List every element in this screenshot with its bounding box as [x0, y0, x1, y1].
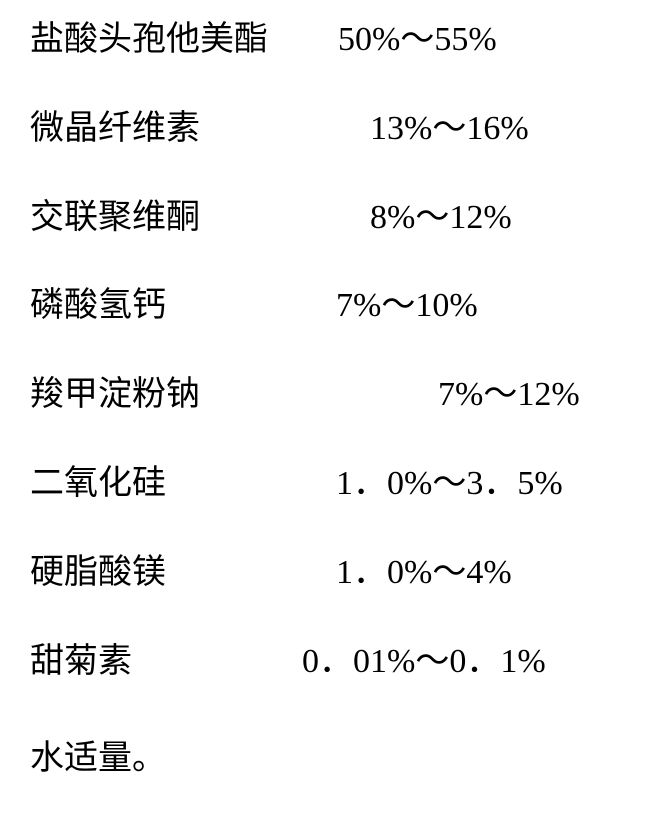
ingredient-label: 交联聚维酮 — [30, 198, 200, 239]
ingredient-value: 1．0%～4% — [336, 553, 512, 594]
ingredient-value: 0．01%～0．1% — [302, 642, 546, 683]
table-row: 二氧化硅 1．0%～3．5% — [30, 464, 642, 505]
ingredients-table: 盐酸头孢他美酯 50%～55% 微晶纤维素 13%～16% 交联聚维酮 8%～1… — [0, 0, 672, 799]
table-row: 盐酸头孢他美酯 50%～55% — [30, 20, 642, 61]
table-row: 磷酸氢钙 7%～10% — [30, 286, 642, 327]
ingredient-label: 微晶纤维素 — [30, 109, 200, 150]
ingredient-value: 8%～12% — [370, 198, 512, 239]
table-row: 微晶纤维素 13%～16% — [30, 109, 642, 150]
ingredient-value: 1．0%～3．5% — [336, 464, 563, 505]
table-row: 硬脂酸镁 1．0%～4% — [30, 553, 642, 594]
ingredient-label: 磷酸氢钙 — [30, 286, 166, 327]
ingredient-label: 羧甲淀粉钠 — [30, 375, 200, 416]
ingredient-label: 盐酸头孢他美酯 — [30, 20, 268, 61]
ingredient-value: 7%～10% — [336, 286, 478, 327]
table-row: 甜菊素 0．01%～0．1% — [30, 642, 642, 683]
table-row: 交联聚维酮 8%～12% — [30, 198, 642, 239]
table-row: 羧甲淀粉钠 7%～12% — [30, 375, 642, 416]
ingredient-value: 7%～12% — [370, 375, 580, 416]
footer-note: 水适量。 — [30, 730, 642, 779]
ingredient-value: 50%～55% — [338, 20, 497, 61]
ingredient-value: 13%～16% — [370, 109, 529, 150]
ingredient-label: 甜菊素 — [30, 642, 132, 683]
ingredient-label: 硬脂酸镁 — [30, 553, 166, 594]
ingredient-label: 二氧化硅 — [30, 464, 166, 505]
